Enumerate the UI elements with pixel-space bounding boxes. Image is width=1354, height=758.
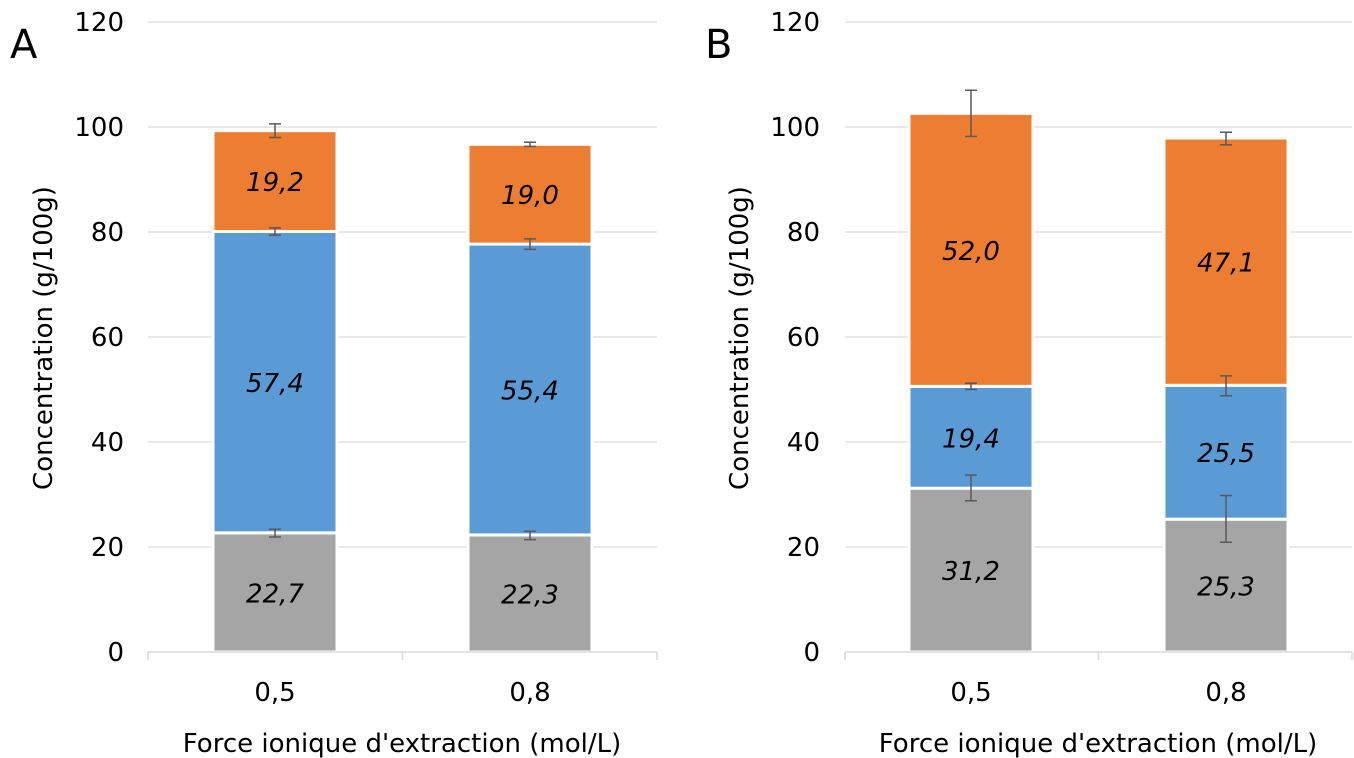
x-axis-title: Force ionique d'extraction (mol/L): [183, 729, 621, 758]
x-tick-label: 0,8: [1205, 678, 1246, 708]
x-tick-label: 0,5: [950, 678, 991, 708]
y-tick-label: 0: [107, 638, 124, 668]
y-tick-label: 100: [770, 113, 820, 143]
bar-segment: [211, 129, 339, 233]
bar-segment: [1162, 136, 1290, 387]
error-bar: [1220, 375, 1232, 397]
chart-panel-a: A 0 20 40 60 80 100 120 22,7 57,4 19,2 22,3 55,4 19…: [10, 8, 658, 758]
chart-panel-b: B 0 20 40 60 80 100 120 31,2 19,4 52,0 25,3 25,5 47…: [705, 8, 1353, 758]
x-tick-label: 0,5: [254, 678, 295, 708]
error-bar: [524, 530, 536, 541]
data-label: 57,4: [246, 369, 304, 399]
data-label: 55,4: [501, 377, 559, 407]
y-tick-label: 0: [803, 638, 820, 668]
data-label: 52,0: [942, 237, 1000, 267]
panel-label: A: [10, 22, 38, 68]
y-tick-label: 100: [74, 113, 124, 143]
x-axis-title: Force ionique d'extraction (mol/L): [879, 729, 1317, 758]
data-label: 19,2: [246, 168, 304, 198]
y-tick-label: 80: [91, 218, 124, 248]
bar-segment: [211, 229, 339, 535]
y-tick-label: 120: [770, 8, 820, 38]
error-bar: [269, 123, 281, 139]
y-tick-label: 60: [787, 323, 820, 353]
y-tick-label: 40: [787, 428, 820, 458]
error-bar: [965, 474, 977, 502]
error-bar: [269, 227, 281, 236]
y-tick-label: 120: [74, 8, 124, 38]
y-tick-label: 20: [787, 533, 820, 563]
y-axis-title: Concentration (g/100g): [725, 186, 755, 490]
data-label: 22,7: [246, 579, 304, 609]
error-bar: [524, 141, 536, 148]
panel-label: B: [705, 22, 732, 68]
error-bar: [965, 382, 977, 391]
data-label: 19,4: [942, 424, 1000, 454]
data-label: 47,1: [1197, 249, 1255, 279]
error-bar: [524, 238, 536, 251]
data-label: 25,5: [1197, 439, 1255, 469]
x-tick-label: 0,8: [509, 678, 550, 708]
data-label: 25,3: [1197, 573, 1255, 603]
bar-segment: [466, 242, 594, 537]
data-label: 31,2: [942, 557, 1000, 587]
y-tick-label: 20: [91, 533, 124, 563]
error-bar: [1220, 131, 1232, 146]
error-bar: [965, 89, 977, 138]
data-label: 22,3: [501, 580, 559, 610]
y-tick-label: 60: [91, 323, 124, 353]
error-bar: [1220, 494, 1232, 544]
y-axis-title: Concentration (g/100g): [29, 186, 59, 490]
data-label: 19,0: [501, 181, 559, 211]
y-tick-label: 80: [787, 218, 820, 248]
bar-segment: [466, 142, 594, 246]
error-bar: [269, 528, 281, 538]
y-tick-label: 40: [91, 428, 124, 458]
